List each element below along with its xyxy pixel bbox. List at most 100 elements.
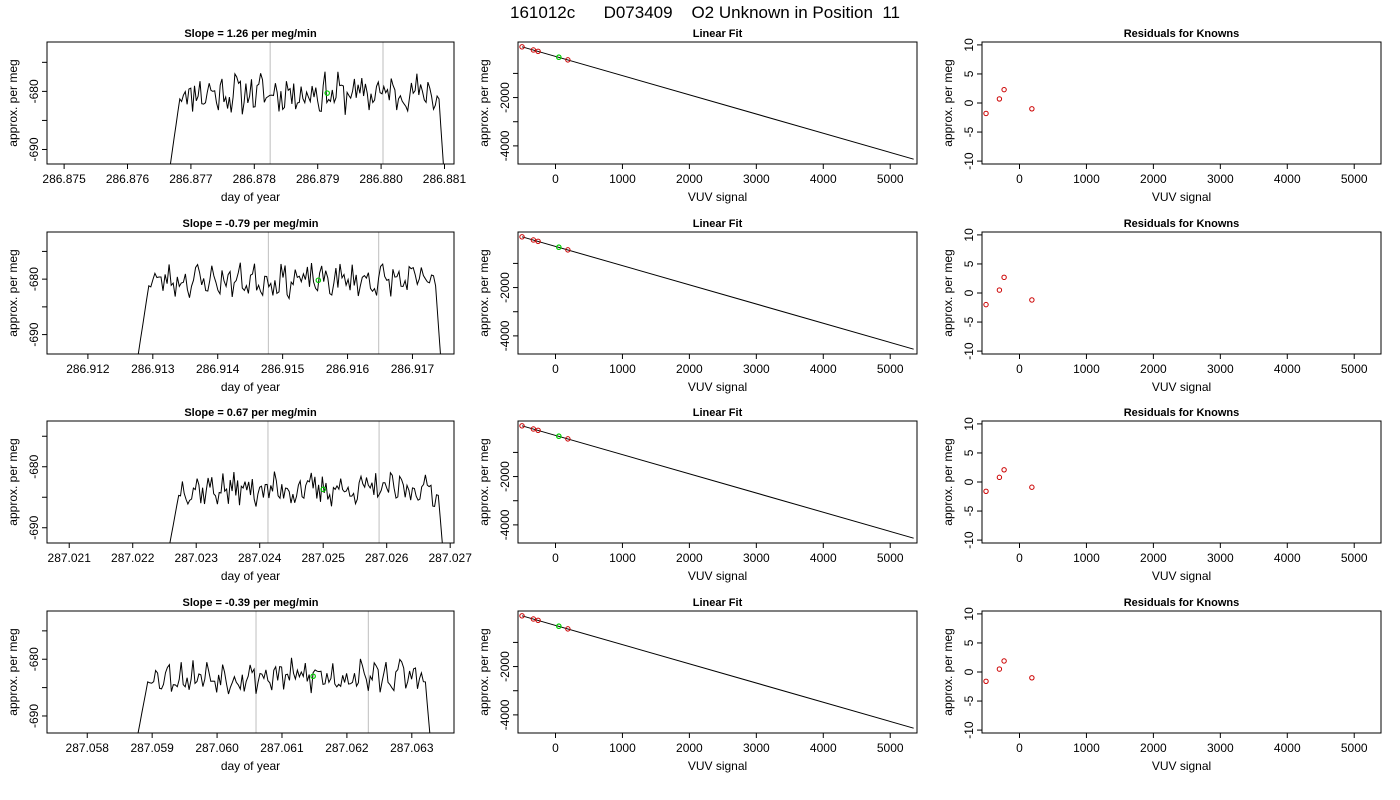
y-axis-label: approx. per meg <box>477 628 491 715</box>
residual-point <box>1029 297 1035 303</box>
x-tick-label: 287.061 <box>260 741 304 755</box>
panel-residuals-0: Residuals for Knowns 0 1000 2000 3000 4000 500… <box>941 28 1382 204</box>
y-tick-label: -2000 <box>498 461 512 492</box>
y-tick-label: -5 <box>962 505 976 516</box>
data-trace <box>169 471 443 543</box>
panel-title: Residuals for Knowns <box>1124 597 1240 609</box>
panel-timeseries-3: Slope = -0.39 per meg/min 287.058 287.059 2… <box>6 597 455 773</box>
x-tick-label: 5000 <box>877 172 904 186</box>
x-tick-label: 287.062 <box>325 741 369 755</box>
y-tick-label: -680 <box>27 454 41 478</box>
data-trace <box>169 71 444 164</box>
x-tick-label: 2000 <box>1140 551 1167 565</box>
y-tick-label: -690 <box>27 137 41 161</box>
y-tick-label: -680 <box>27 267 41 291</box>
plot-area <box>169 42 444 164</box>
y-tick-label: 0 <box>962 289 976 296</box>
x-tick-label: 286.913 <box>131 362 175 376</box>
known-point <box>530 616 537 622</box>
y-tick-label: 5 <box>962 260 976 267</box>
known-point <box>535 427 541 434</box>
panel-fit-3: Linear Fit 0 1000 2000 3000 4000 5000 -4000 -200… <box>477 597 918 773</box>
known-point <box>519 234 525 240</box>
y-tick-label: -2000 <box>498 272 512 303</box>
x-axis-label: day of year <box>221 569 280 583</box>
x-tick-label: 3000 <box>743 172 770 186</box>
fit-line <box>521 236 914 350</box>
x-tick-label: 1000 <box>609 362 636 376</box>
x-tick-label: 1000 <box>609 551 636 565</box>
y-axis-label: approx. per meg <box>941 438 955 525</box>
x-tick-label: 2000 <box>676 551 703 565</box>
y-tick-label: 0 <box>962 668 976 675</box>
x-tick-label: 3000 <box>743 362 770 376</box>
residual-point <box>1029 675 1035 681</box>
known-point <box>519 44 525 50</box>
y-axis-label: approx. per meg <box>941 59 955 146</box>
x-tick-label: 0 <box>552 551 559 565</box>
residual-point <box>983 301 989 308</box>
plot-frame <box>981 420 1382 544</box>
x-tick-label: 287.025 <box>302 551 346 565</box>
plot-frame <box>517 610 918 734</box>
x-tick-label: 286.912 <box>66 362 110 376</box>
x-axis-label: day of year <box>221 190 280 204</box>
x-tick-label: 4000 <box>1274 172 1301 186</box>
x-axis-label: VUV signal <box>688 569 747 583</box>
x-tick-label: 2000 <box>1140 362 1167 376</box>
x-axis-label: VUV signal <box>1152 380 1211 394</box>
x-tick-label: 287.023 <box>175 551 219 565</box>
x-tick-label: 286.914 <box>196 362 240 376</box>
x-tick-label: 286.875 <box>42 172 86 186</box>
plot-area <box>983 274 1035 308</box>
known-point <box>565 436 571 442</box>
x-tick-label: 286.878 <box>233 172 277 186</box>
y-tick-label: -690 <box>27 515 41 539</box>
panel-fit-2: Linear Fit 0 1000 2000 3000 4000 5000 -4000 -200… <box>477 407 918 583</box>
x-tick-label: 0 <box>552 362 559 376</box>
residual-point <box>1029 484 1035 490</box>
y-tick-label: 0 <box>962 99 976 106</box>
y-tick-label: -5 <box>962 695 976 706</box>
residual-point <box>1001 86 1007 93</box>
x-tick-label: 3000 <box>1207 741 1234 755</box>
x-tick-label: 3000 <box>1207 362 1234 376</box>
data-trace <box>137 657 431 733</box>
x-tick-label: 4000 <box>810 741 837 755</box>
y-axis-label: approx. per meg <box>6 628 20 715</box>
x-tick-label: 287.058 <box>66 741 110 755</box>
panel-fit-1: Linear Fit 0 1000 2000 3000 4000 5000 -4000 -200… <box>477 218 918 394</box>
residual-point <box>1001 274 1007 281</box>
panel-title: Linear Fit <box>693 218 743 230</box>
x-tick-label: 4000 <box>1274 551 1301 565</box>
plot-area <box>169 421 443 543</box>
plot-frame <box>517 41 918 165</box>
panel-title: Linear Fit <box>693 407 743 419</box>
y-tick-label: -10 <box>962 531 976 549</box>
panel-title: Linear Fit <box>693 28 743 40</box>
unknown-point <box>310 673 316 680</box>
y-tick-label: -10 <box>962 152 976 170</box>
x-tick-label: 2000 <box>1140 172 1167 186</box>
known-point <box>535 238 541 245</box>
y-tick-label: -4000 <box>498 130 512 161</box>
fit-line <box>521 615 914 729</box>
x-tick-label: 286.879 <box>296 172 340 186</box>
plot-frame <box>46 420 455 544</box>
panels-group: Slope = 1.26 per meg/min 286.875 286.876 28… <box>6 28 1382 773</box>
x-tick-label: 1000 <box>1073 362 1100 376</box>
y-tick-label: 10 <box>962 38 976 52</box>
x-axis-label: VUV signal <box>1152 569 1211 583</box>
panel-timeseries-0: Slope = 1.26 per meg/min 286.875 286.876 28… <box>6 28 466 204</box>
data-trace <box>137 262 441 354</box>
panel-title: Slope = -0.79 per meg/min <box>182 218 318 230</box>
known-point <box>530 426 537 432</box>
x-tick-label: 3000 <box>1207 551 1234 565</box>
x-tick-label: 4000 <box>810 362 837 376</box>
x-tick-label: 4000 <box>810 551 837 565</box>
x-tick-label: 0 <box>552 172 559 186</box>
y-tick-label: 10 <box>962 228 976 242</box>
unknown-point <box>556 54 562 61</box>
y-tick-label: 5 <box>962 639 976 646</box>
x-tick-label: 0 <box>552 741 559 755</box>
